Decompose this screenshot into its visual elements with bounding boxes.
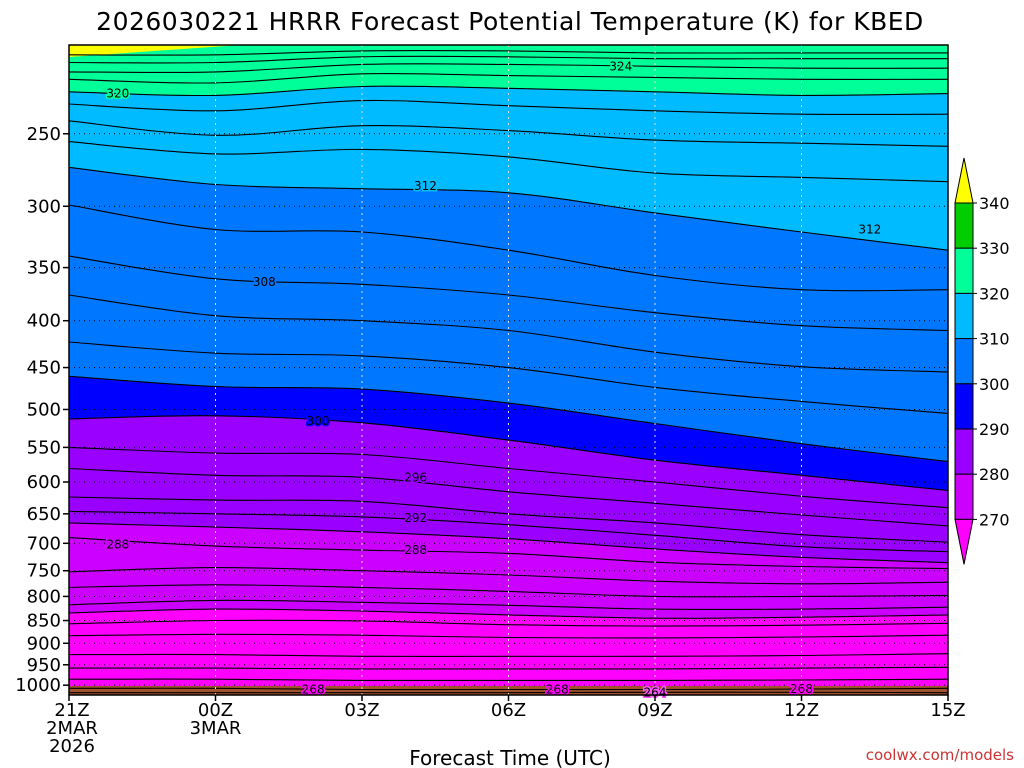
colorbar-segment [954, 473, 974, 520]
theta-band [69, 415, 948, 508]
colorbar-tick-label: 330 [979, 239, 1010, 258]
theta-band [69, 522, 948, 569]
theta-band [69, 256, 948, 372]
contour-label: 308 [253, 275, 276, 289]
colorbar-tick-label: 290 [979, 420, 1010, 439]
colorbar-segment [954, 247, 974, 294]
colorbar-segment [954, 428, 974, 475]
ground-strip [69, 686, 948, 695]
isentrope-lines [68, 50, 949, 694]
theta-band [69, 447, 948, 526]
y-tick-label: 650 [27, 504, 61, 525]
y-tick-label: 1000 [15, 675, 61, 696]
y-tick-label: 700 [27, 533, 61, 554]
x-tick-label: 3MAR [190, 718, 242, 739]
y-tick-label: 350 [27, 258, 61, 279]
theta-band [69, 468, 948, 543]
x-tick-label: 03Z [344, 700, 379, 721]
isentrope-270 [68, 678, 949, 682]
x-tick-label: 15Z [930, 700, 965, 721]
colorbar-tick-label: 340 [979, 194, 1010, 213]
theta-band [69, 567, 948, 597]
chart-title: 2026030221 HRRR Forecast Potential Tempe… [96, 7, 924, 36]
y-tick-label: 300 [27, 196, 61, 217]
contour-label: 300 [307, 414, 330, 428]
y-axis: 2503003504004505005506006507007508008509… [15, 124, 69, 696]
colorbar-top-arrow [954, 157, 974, 204]
contour-label: 292 [404, 511, 427, 525]
contour-label: 324 [609, 59, 632, 73]
theta-band [69, 342, 948, 462]
x-tick-label: 09Z [637, 700, 672, 721]
x-tick-label: 21Z [54, 700, 89, 721]
y-tick-label: 950 [27, 655, 61, 676]
contour-label: 264 [644, 686, 667, 700]
y-tick-label: 800 [27, 586, 61, 607]
y-tick-label: 600 [27, 472, 61, 493]
ground-layer [69, 686, 948, 695]
credit-text: coolwx.com/models [866, 746, 1014, 764]
colorbar-segment [954, 292, 974, 340]
theta-band [69, 667, 948, 681]
isentrope-300 [68, 415, 949, 492]
theta-band [69, 653, 948, 669]
isentrope-278 [68, 619, 949, 627]
y-tick-label: 250 [27, 124, 61, 145]
theta-band [69, 167, 948, 291]
colorbar-tick-label: 320 [979, 284, 1010, 303]
contour-label: 268 [790, 682, 813, 696]
x-tick-label: 06Z [491, 700, 526, 721]
contour-label: 268 [302, 683, 325, 697]
colorbar-tick-label: 270 [979, 510, 1010, 529]
theta-band [69, 620, 948, 638]
colorbar-segment [954, 202, 974, 249]
band-warm-corner [69, 45, 240, 57]
y-tick-label: 500 [27, 399, 61, 420]
contour-label: 268 [546, 683, 569, 697]
colorbar-tick-label: 310 [979, 330, 1010, 349]
colorbar-segment [954, 338, 974, 385]
y-tick-label: 900 [27, 633, 61, 654]
isentrope-302 [68, 375, 949, 463]
contour-label: 288 [106, 537, 129, 551]
colorbar-bottom-arrow [954, 518, 974, 565]
isentrope-288 [68, 537, 949, 570]
x-tick-label: 12Z [784, 700, 819, 721]
isentrope-308 [68, 255, 949, 332]
contour-label: 296 [404, 470, 427, 484]
x-tick-label: 2026 [49, 736, 95, 757]
y-tick-label: 550 [27, 437, 61, 458]
y-tick-label: 400 [27, 311, 61, 332]
theta-band [69, 376, 948, 491]
colorbar-segment [954, 383, 974, 430]
theta-band [69, 609, 948, 627]
colorbar: 340 330 320 310 300 290 280 270 [954, 157, 1010, 565]
contour-labels: 324 320 312 312 308 300 296 292 288 288 268 268 268 2… [105, 58, 883, 701]
isentrope-272 [68, 666, 949, 670]
y-tick-label: 450 [27, 358, 61, 379]
x-axis-label: Forecast Time (UTC) [409, 746, 611, 768]
x-tick-label: 00Z [198, 700, 233, 721]
contour-label: 312 [414, 179, 437, 193]
theta-band [69, 295, 948, 414]
contour-label: 312 [858, 222, 881, 236]
colorbar-tick-label: 280 [979, 465, 1010, 484]
contour-label: 288 [404, 543, 427, 557]
colorbar-tick-label: 300 [979, 375, 1010, 394]
theta-band [69, 120, 948, 182]
contour-label: 320 [106, 87, 129, 101]
theta-band [69, 141, 948, 251]
y-tick-label: 750 [27, 561, 61, 582]
y-tick-label: 850 [27, 611, 61, 632]
isentrope-304 [68, 341, 949, 414]
isentrope-274 [68, 653, 949, 657]
grid-lines [69, 45, 948, 695]
theta-band [69, 537, 948, 584]
x-tick-label: 2MAR [46, 718, 98, 739]
